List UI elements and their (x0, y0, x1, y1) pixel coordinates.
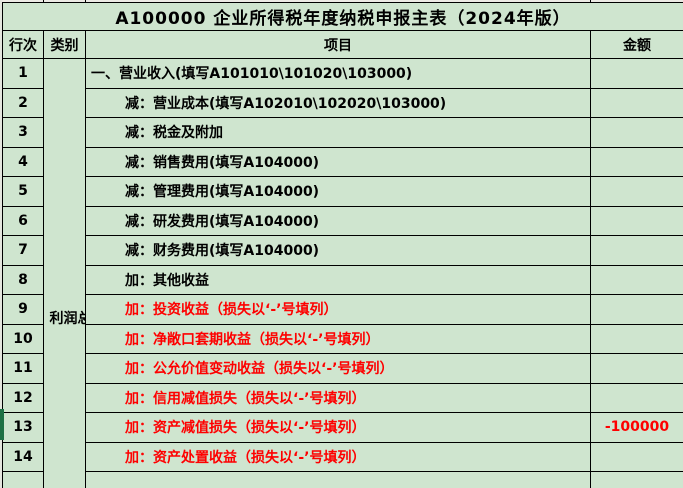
item-cell[interactable]: 减：财务费用(填写A104000) (85, 235, 591, 266)
table-row-11: 11 加：公允价值变动收益（损失以‘-’号填列） (2, 353, 683, 384)
amount-cell[interactable] (590, 441, 683, 472)
table-row-14: 14 加：资产处置收益（损失以‘-’号填列） (2, 441, 683, 472)
table-row-6: 6 减：研发费用(填写A104000) (2, 205, 683, 236)
table-row-9: 9 加：投资收益（损失以‘-’号填列） (2, 294, 683, 325)
table-row-12: 12 加：信用减值损失（损失以‘-’号填列） (2, 382, 683, 413)
table-row-8: 8 加：其他收益 (2, 264, 683, 295)
table-row-7: 7 减：财务费用(填写A104000) (2, 235, 683, 266)
row-number-cell[interactable]: 7 (2, 235, 44, 266)
amount-cell[interactable] (590, 294, 683, 325)
row-number-cell[interactable]: 12 (2, 382, 44, 413)
category-label: 利润总额计算 (49, 311, 85, 327)
row-number-cell[interactable]: 9 (2, 294, 44, 325)
item-cell[interactable]: 加：投资收益（损失以‘-’号填列） (85, 294, 591, 325)
table-row-1: 1 利润总额计算 一、营业收入(填写A101010\101020\103000) (2, 58, 683, 488)
row-number-cell[interactable]: 11 (2, 353, 44, 384)
row-number-cell[interactable]: 3 (2, 117, 44, 148)
col-header-amount[interactable]: 金额 (590, 30, 683, 59)
item-cell[interactable] (85, 471, 591, 488)
item-cell[interactable]: 减：管理费用(填写A104000) (85, 176, 591, 207)
table-row-13-selected: 13 加：资产减值损失（损失以‘-’号填列） -100000 (2, 412, 683, 443)
category-cell[interactable]: 利润总额计算 (43, 58, 86, 488)
item-cell[interactable]: 一、营业收入(填写A101010\101020\103000) (85, 58, 591, 89)
table-row-4: 4 减：销售费用(填写A104000) (2, 146, 683, 177)
amount-cell[interactable] (590, 146, 683, 177)
selected-row-indicator (0, 409, 4, 440)
amount-cell[interactable] (590, 87, 683, 118)
table-row-15-partial (2, 471, 683, 488)
title-row: A100000 企业所得税年度纳税申报主表（2024年版） (2, 2, 683, 31)
item-cell[interactable]: 减：营业成本(填写A102010\102020\103000) (85, 87, 591, 118)
amount-cell[interactable] (590, 58, 683, 89)
cropped-row-edge (0, 0, 683, 3)
amount-cell[interactable] (590, 176, 683, 207)
item-cell[interactable]: 加：其他收益 (85, 264, 591, 295)
row-number-cell[interactable]: 5 (2, 176, 44, 207)
row-number-cell[interactable]: 4 (2, 146, 44, 177)
amount-cell[interactable] (590, 235, 683, 266)
gridline-tick (85, 0, 86, 3)
row-number-cell[interactable]: 1 (2, 58, 44, 89)
table-title-cell[interactable]: A100000 企业所得税年度纳税申报主表（2024年版） (2, 2, 683, 31)
amount-cell[interactable] (590, 205, 683, 236)
col-header-row-no[interactable]: 行次 (2, 30, 44, 59)
item-cell[interactable]: 加：净敞口套期收益（损失以‘-’号填列） (85, 323, 591, 354)
row-number-cell[interactable]: 14 (2, 441, 44, 472)
col-header-category[interactable]: 类别 (43, 30, 86, 59)
table-row-2: 2 减：营业成本(填写A102010\102020\103000) (2, 87, 683, 118)
row-number-cell[interactable] (2, 471, 44, 488)
row-number-cell[interactable]: 10 (2, 323, 44, 354)
item-cell[interactable]: 加：公允价值变动收益（损失以‘-’号填列） (85, 353, 591, 384)
amount-cell[interactable] (590, 353, 683, 384)
item-cell[interactable]: 加：信用减值损失（损失以‘-’号填列） (85, 382, 591, 413)
item-cell[interactable]: 减：销售费用(填写A104000) (85, 146, 591, 177)
amount-cell[interactable] (590, 471, 683, 488)
row-number-cell[interactable]: 2 (2, 87, 44, 118)
col-header-item[interactable]: 项目 (85, 30, 591, 59)
table-row-3: 3 减：税金及附加 (2, 117, 683, 148)
row-number-cell[interactable]: 8 (2, 264, 44, 295)
header-row: 行次 类别 项目 金额 (2, 30, 683, 59)
item-cell[interactable]: 减：税金及附加 (85, 117, 591, 148)
amount-cell[interactable] (590, 264, 683, 295)
amount-cell[interactable]: -100000 (590, 412, 683, 443)
amount-cell[interactable] (590, 117, 683, 148)
item-cell[interactable]: 加：资产处置收益（损失以‘-’号填列） (85, 441, 591, 472)
row-number-cell[interactable]: 13 (2, 412, 44, 443)
amount-cell[interactable] (590, 382, 683, 413)
table-row-5: 5 减：管理费用(填写A104000) (2, 176, 683, 207)
table-row-10: 10 加：净敞口套期收益（损失以‘-’号填列） (2, 323, 683, 354)
item-cell[interactable]: 减：研发费用(填写A104000) (85, 205, 591, 236)
gridline-tick (43, 0, 44, 3)
amount-cell[interactable] (590, 323, 683, 354)
row-number-cell[interactable]: 6 (2, 205, 44, 236)
item-cell[interactable]: 加：资产减值损失（损失以‘-’号填列） (85, 412, 591, 443)
gridline-tick (590, 0, 591, 3)
cropped-column-edge (0, 0, 2, 488)
